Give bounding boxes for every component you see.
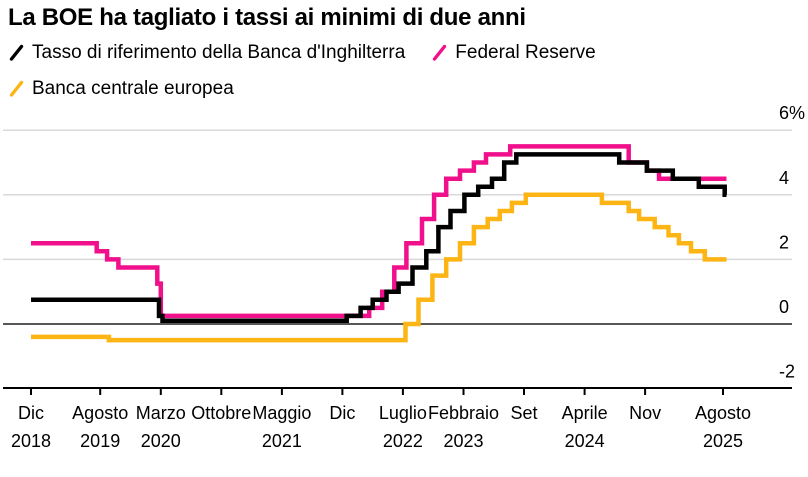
- legend-label-fed: Federal Reserve: [455, 42, 596, 63]
- legend-label-boe: Tasso di riferimento della Banca d'Inghi…: [32, 42, 406, 63]
- x-axis-label-year: 2021: [262, 431, 302, 451]
- legend-item-fed: Federal Reserve: [431, 42, 596, 64]
- legend: Tasso di riferimento della Banca d'Inghi…: [8, 42, 808, 100]
- x-axis-label-year: 2025: [703, 431, 743, 451]
- x-axis-label-month: Agosto: [72, 403, 128, 423]
- x-axis-label-month: Febbraio: [428, 403, 499, 423]
- boe-line-swatch-icon: [9, 44, 24, 61]
- x-axis-label-year: 2023: [443, 431, 483, 451]
- series-line-fed: [31, 144, 727, 319]
- y-axis-label: 0: [779, 297, 789, 317]
- x-axis-label-month: Marzo: [136, 403, 186, 423]
- x-axis-label-month: Maggio: [252, 403, 311, 423]
- x-axis-label-month: Nov: [629, 403, 661, 423]
- x-axis-label-month: Aprile: [562, 403, 608, 423]
- x-axis-label-year: 2024: [565, 431, 605, 451]
- y-axis-label: 6%: [779, 103, 805, 123]
- legend-item-ecb: Banca centrale europea: [8, 78, 234, 100]
- x-axis-label-year: 2018: [11, 431, 51, 451]
- x-axis-label-month: Dic: [18, 403, 44, 423]
- x-axis-label-month: Ottobre: [191, 403, 251, 423]
- series-line-ecb: [31, 192, 727, 343]
- legend-item-boe: Tasso di riferimento della Banca d'Inghi…: [8, 42, 405, 64]
- y-axis-label: 4: [779, 168, 789, 188]
- chart-title: La BOE ha tagliato i tassi ai minimi di …: [8, 4, 526, 31]
- x-axis-label-month: Dic: [329, 403, 355, 423]
- legend-label-ecb: Banca centrale europea: [32, 78, 234, 99]
- ecb-line-swatch-icon: [9, 80, 24, 97]
- x-axis-label-year: 2019: [80, 431, 120, 451]
- series-line-boe: [31, 152, 727, 324]
- x-axis-label-month: Set: [510, 403, 537, 423]
- x-axis-label-year: 2020: [141, 431, 181, 451]
- y-axis-label: 2: [779, 232, 789, 252]
- y-axis-label: -2: [779, 362, 795, 382]
- x-axis-label-month: Agosto: [695, 403, 751, 423]
- x-axis-label-month: Luglio: [379, 403, 427, 423]
- fed-line-swatch-icon: [433, 44, 447, 61]
- x-axis-label-year: 2022: [383, 431, 423, 451]
